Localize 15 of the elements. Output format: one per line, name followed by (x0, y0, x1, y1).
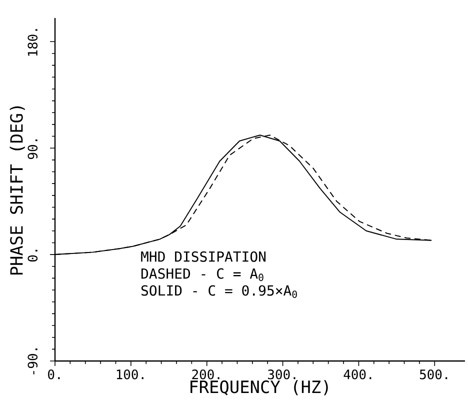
annotation: SOLID - C = 0.95×A$_{0}$ (141, 285, 297, 298)
y-axis-title: PHASE SHIFT (DEG) (10, 106, 25, 275)
x-axis-title: FREQUENCY (HZ) (190, 380, 328, 396)
x-tick-label: 500. (420, 370, 448, 380)
y-tick-label: 0. (28, 250, 38, 262)
x-tick-label: 100. (116, 370, 144, 380)
y-tick-label: -90. (28, 348, 38, 374)
y-tick-label: 90. (28, 140, 38, 159)
y-tick-label: 180. (28, 29, 38, 56)
annotation: MHD DISSIPATION (141, 251, 266, 262)
x-tick-label: 0. (48, 370, 60, 380)
annotation: DASHED - C = A$_{0}$ (141, 268, 264, 282)
x-tick-label: 200. (192, 370, 220, 380)
x-tick-label: 400. (344, 370, 372, 380)
x-tick-label: 300. (268, 370, 296, 380)
